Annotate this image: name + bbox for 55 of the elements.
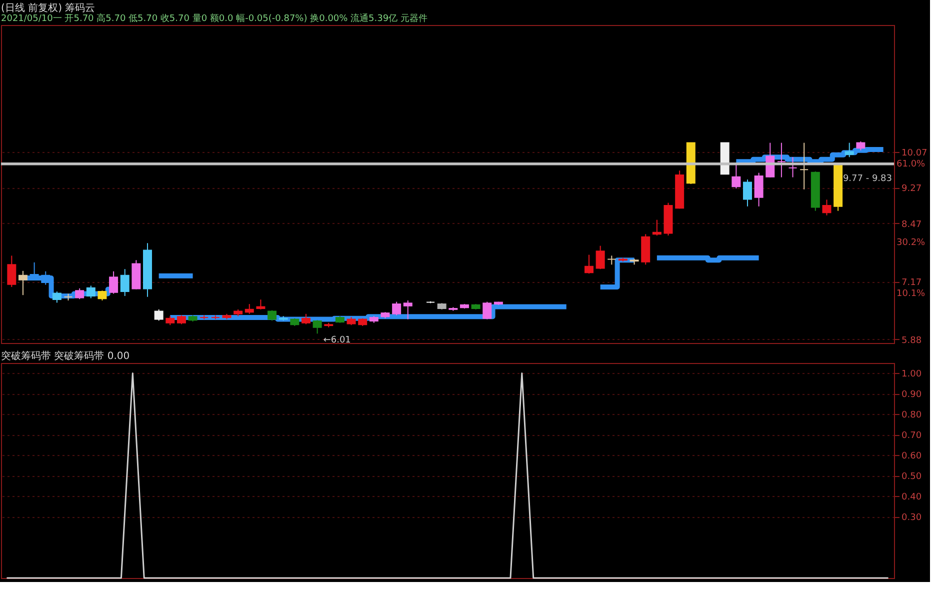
y-tick-label: 7.17	[902, 278, 922, 288]
band-label: 9.77 - 9.83	[842, 174, 892, 184]
y-tick-label: 0.80	[902, 410, 922, 421]
candlestick	[132, 260, 141, 290]
candlestick	[392, 301, 402, 316]
candlestick	[312, 320, 322, 334]
candlestick	[64, 293, 73, 301]
y-tick-label: 8.47	[902, 220, 922, 230]
chart-subtitle: 2021/05/10一 开5.70 高5.70 低5.70 收5.70 量0 额0.0 幅-0.05(-0.87%) 换0.00% 流通5.39亿 元器件	[1, 13, 428, 24]
chart-title: 突破筹码带 突破筹码带 0.00	[1, 350, 130, 362]
y2-tick-label: 10.1%	[896, 289, 926, 300]
candlestick	[482, 301, 492, 320]
candlestick	[437, 302, 446, 310]
y-tick-label: 0.50	[902, 472, 922, 482]
candlestick	[630, 258, 639, 266]
candlestick	[301, 313, 310, 325]
y-tick-label: 0.40	[902, 492, 922, 503]
candlestick	[7, 255, 16, 288]
candlestick	[607, 255, 616, 266]
candlestick	[403, 300, 412, 320]
candlestick	[200, 314, 209, 320]
candlestick	[788, 156, 798, 178]
y-tick-label: 0.60	[902, 452, 922, 462]
candlestick	[776, 142, 786, 178]
candlestick	[800, 142, 809, 190]
y2-tick-label: 30.2%	[896, 238, 926, 248]
candlestick	[210, 314, 220, 320]
chart-title: (日线 前复权) 筹码云	[1, 2, 96, 14]
candlestick	[109, 270, 118, 294]
candlestick	[268, 310, 277, 322]
candlestick	[335, 316, 344, 324]
y-tick-label: 0.70	[902, 431, 922, 442]
candlestick	[278, 316, 288, 322]
candlestick	[448, 306, 458, 312]
y-tick-label: 0.30	[902, 513, 922, 524]
y-tick-label: 10.07	[902, 148, 928, 158]
candlestick	[222, 313, 232, 320]
candlestick	[618, 257, 628, 262]
candlestick	[256, 299, 266, 310]
candlestick	[154, 308, 164, 322]
candlestick	[324, 322, 334, 328]
candlestick	[720, 142, 730, 175]
candlestick	[176, 314, 186, 325]
y2-tick-label: 61.0%	[896, 159, 926, 170]
y-tick-label: 9.27	[902, 184, 922, 194]
candlestick	[234, 308, 243, 317]
candlestick	[166, 316, 175, 326]
candlestick	[18, 270, 28, 296]
candlestick	[75, 288, 84, 300]
y-tick-label: 1.00	[902, 370, 922, 380]
annotation: ←6.01	[323, 336, 351, 346]
candlestick	[664, 202, 673, 236]
y-tick-label: 5.88	[902, 336, 922, 346]
y-tick-label: 0.90	[902, 390, 922, 400]
candlestick	[494, 301, 503, 306]
